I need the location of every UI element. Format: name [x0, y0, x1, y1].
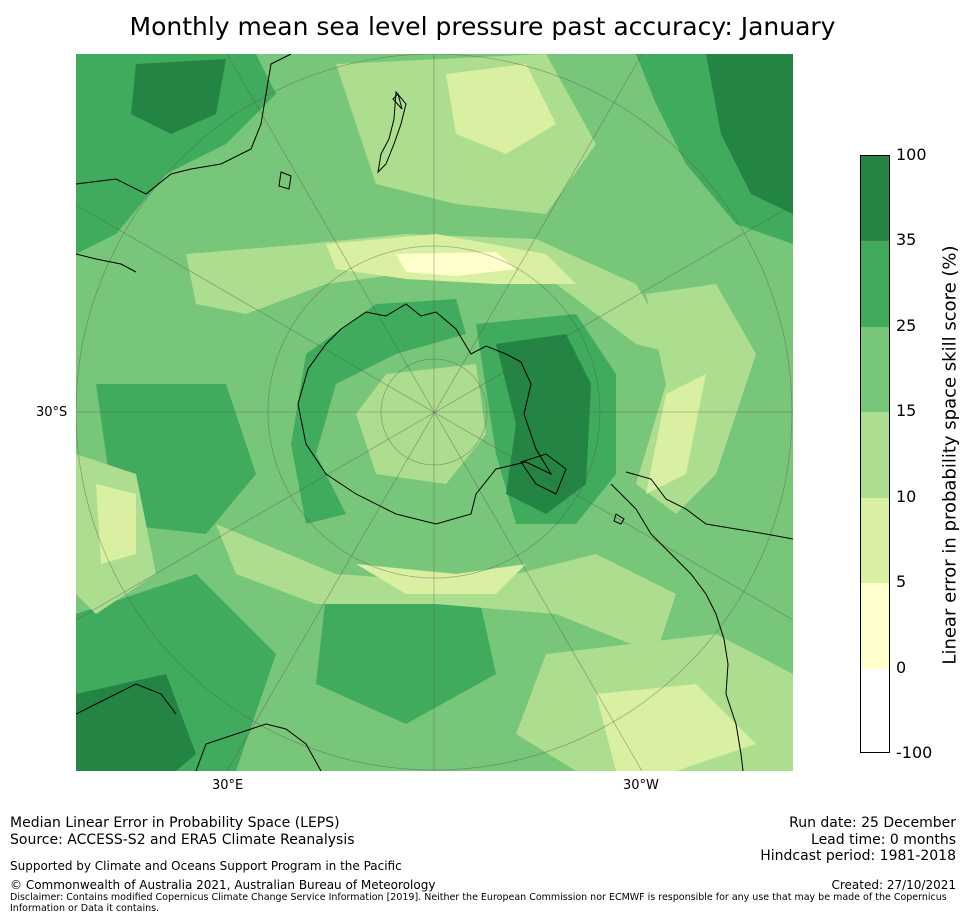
skill-region-antarctic-ring	[291, 299, 466, 524]
skill-region-north-west-dark	[131, 59, 226, 134]
colorbar-tick: 0	[896, 657, 907, 677]
colorbar-frame	[860, 155, 890, 753]
graticule	[76, 54, 793, 771]
map-panel	[76, 54, 793, 771]
colorbar-bin	[860, 155, 890, 241]
skill-region-east-pole-dark	[496, 334, 591, 514]
run-date: Run date: 25 December	[789, 815, 956, 831]
new-zealand-coastline	[377, 90, 407, 174]
footer-source: Source: ACCESS-S2 and ERA5 Climate Reana…	[10, 832, 355, 848]
skill-region-ring-white	[396, 252, 516, 276]
hindcast-period: Hindcast period: 1981-2018	[760, 848, 956, 864]
falklands-coastline	[613, 513, 625, 525]
skill-region-south-east-yellow	[596, 684, 756, 771]
colorbar-tick: 10	[896, 486, 917, 506]
skill-region-south-central	[316, 584, 496, 724]
colorbar-label: Linear error in probability space skill …	[939, 245, 961, 665]
footer-leps: Median Linear Error in Probability Space…	[10, 815, 340, 831]
skill-region-north-yellow	[446, 64, 556, 154]
footer-copyright: © Commonwealth of Australia 2021, Austra…	[10, 878, 436, 892]
skill-region-south-ring-yellow	[356, 564, 526, 594]
lead-time: Lead time: 0 months	[811, 832, 956, 848]
chart-title: Monthly mean sea level pressure past acc…	[129, 12, 836, 41]
created-date: Created: 27/10/2021	[831, 878, 956, 892]
lat-label-30s: 30°S	[36, 405, 68, 420]
skill-region-east-yellow	[646, 374, 706, 494]
australia-west-coastline	[76, 253, 137, 273]
skill-region-south-west-dark	[76, 674, 196, 771]
footer-supported: Supported by Climate and Oceans Support …	[10, 859, 402, 873]
colorbar-tick: 35	[896, 230, 917, 250]
south-america-coastline	[610, 471, 793, 771]
colorbar-tick: -100	[896, 743, 933, 762]
colorbar-tick: 5	[896, 572, 907, 592]
skill-region-north-west	[76, 54, 276, 254]
skill-region-pole-light	[356, 364, 486, 484]
footer-disclaimer-2: Information or Data it contains.	[10, 903, 160, 914]
colorbar-bin	[860, 667, 890, 754]
colorbar-tick: 15	[896, 401, 917, 421]
footer-disclaimer: Disclaimer: Contains modified Copernicus…	[10, 892, 947, 903]
colorbar-bin	[860, 411, 890, 498]
skill-region-west-yellow	[96, 484, 136, 564]
colorbar-tick: 25	[896, 315, 917, 335]
antarctic-peninsula-coastline	[520, 453, 567, 495]
colorbar-tick: 100	[896, 145, 927, 164]
lon-label-30e: 30°E	[212, 778, 244, 793]
skill-region-north-east-dark	[706, 54, 793, 214]
antarctica-coastline	[297, 303, 553, 525]
colorbar-bin	[860, 240, 890, 327]
lon-label-30w: 30°W	[623, 778, 659, 793]
coastlines	[76, 54, 793, 771]
australia-coastline	[76, 54, 292, 195]
tasmania-coastline	[278, 171, 292, 190]
africa-coastline	[76, 683, 322, 771]
colorbar-bin	[860, 325, 890, 413]
colorbar: 100 35 25 15 10 5 0 -100	[860, 147, 932, 761]
